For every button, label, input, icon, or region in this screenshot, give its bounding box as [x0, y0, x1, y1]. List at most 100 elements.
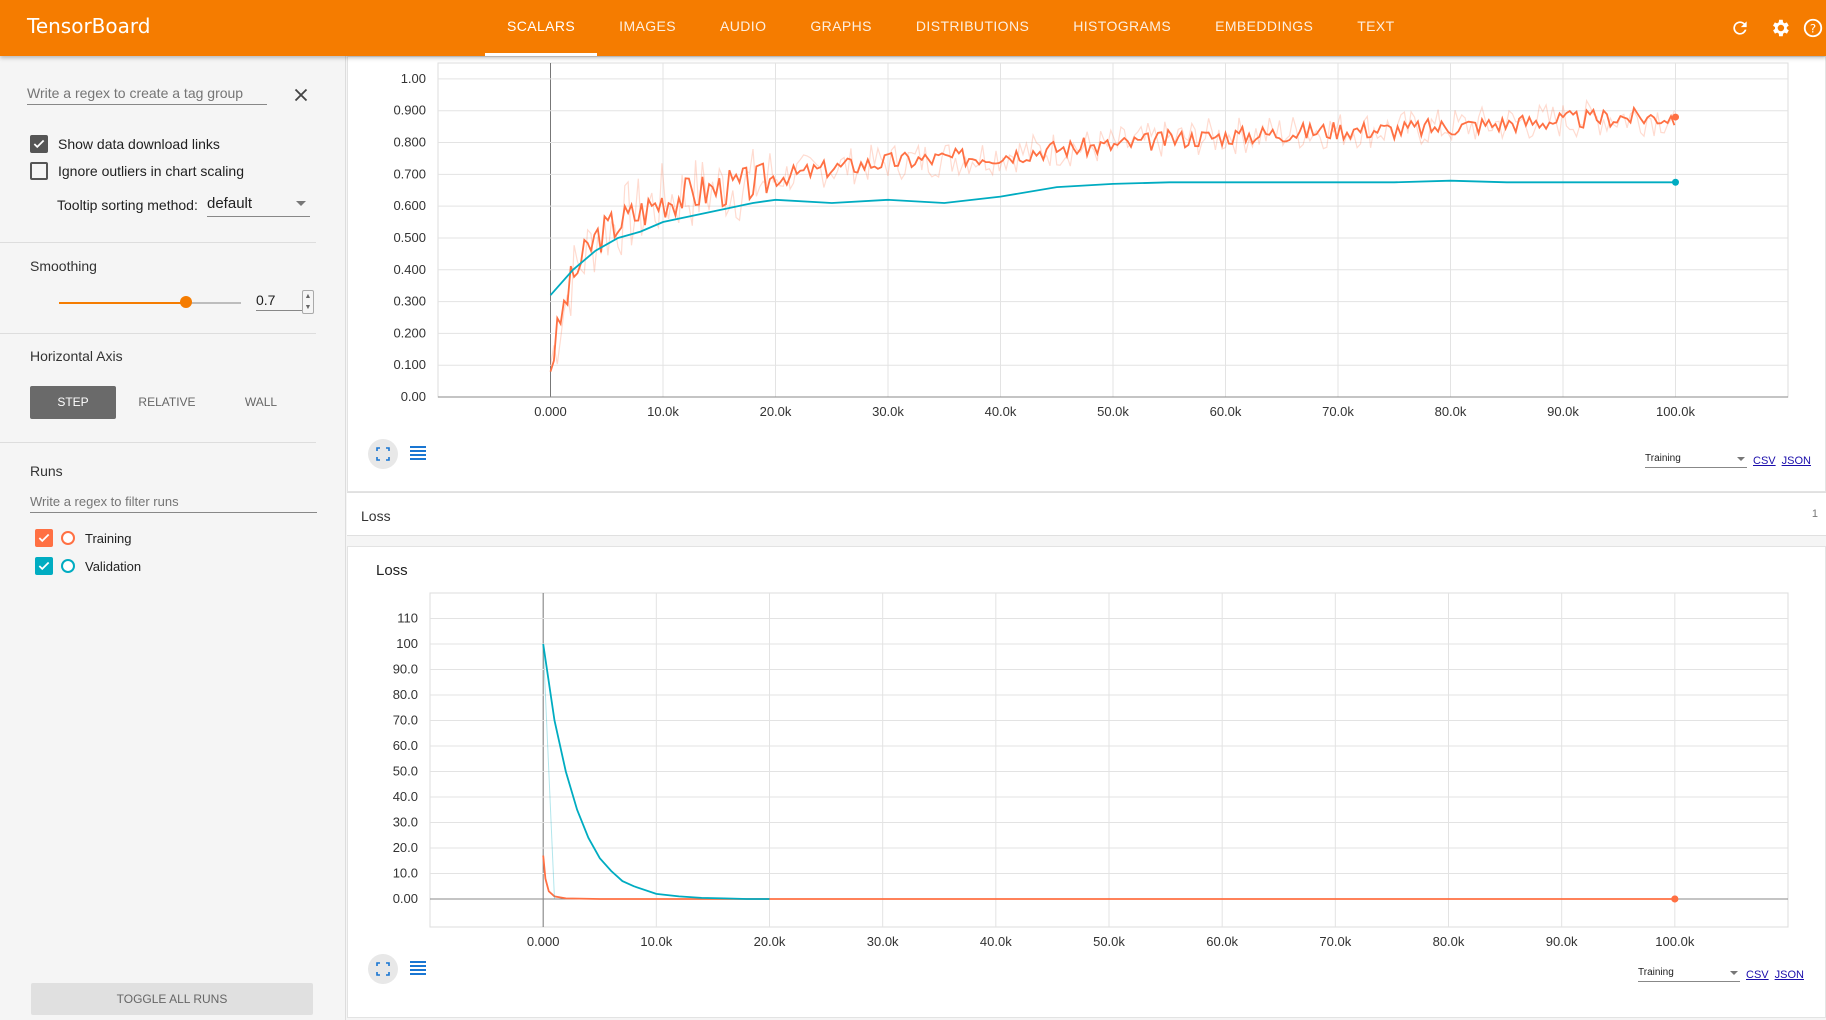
chart-card-loss: Loss 0.000 10.0k 20.0k 30.0k 40.0k 50.0k 60.0k…: [347, 546, 1826, 1018]
divider: [0, 442, 316, 443]
x-tick-label: 90.0k: [1546, 934, 1578, 949]
y-tick-label: 0.800: [393, 135, 426, 150]
x-tick-label: 20.0k: [754, 934, 786, 949]
download-run-select[interactable]: Training: [1645, 453, 1747, 468]
tag-group-regex-input[interactable]: [27, 85, 267, 105]
tab-graphs[interactable]: GRAPHS: [810, 18, 872, 34]
checkbox-checked-icon: [30, 135, 48, 153]
show-download-links-label: Show data download links: [58, 136, 220, 152]
y-tick-label: 40.0: [393, 789, 418, 804]
series-line-training: [549, 105, 1676, 372]
smoothing-slider-fill: [59, 302, 187, 304]
y-tick-label: 0.600: [393, 198, 426, 213]
x-tick-label: 0.000: [534, 404, 567, 419]
smoothing-slider[interactable]: [59, 296, 241, 308]
x-tick-label: 50.0k: [1093, 934, 1125, 949]
tag-group-count: 1: [1811, 508, 1818, 520]
expand-icon[interactable]: [368, 954, 398, 989]
y-tick-label: 0.400: [393, 262, 426, 277]
run-checkbox-validation[interactable]: [35, 557, 53, 575]
ignore-outliers-label: Ignore outliers in chart scaling: [58, 163, 244, 179]
x-tick-label: 60.0k: [1210, 404, 1242, 419]
download-controls: Training CSV JSON: [1645, 453, 1811, 468]
axis-relative-button[interactable]: RELATIVE: [138, 395, 196, 409]
show-download-links-checkbox[interactable]: Show data download links: [30, 135, 220, 153]
x-tick-label: 10.0k: [640, 934, 672, 949]
tab-audio[interactable]: AUDIO: [720, 18, 767, 34]
horizontal-axis-selector: STEP RELATIVE WALL: [30, 386, 304, 419]
x-tick-label: 70.0k: [1319, 934, 1351, 949]
app-title: TensorBoard: [27, 14, 151, 38]
settings-icon[interactable]: [1760, 8, 1800, 48]
y-tick-label: 1.00: [401, 71, 426, 86]
tab-embeddings[interactable]: EMBEDDINGS: [1215, 18, 1314, 34]
y-tick-label: 0.00: [401, 389, 426, 404]
y-tick-label: 90.0: [393, 661, 418, 676]
y-tick-label: 100: [396, 636, 418, 651]
x-tick-label: 80.0k: [1435, 404, 1467, 419]
tab-scalars[interactable]: SCALARS: [485, 0, 598, 56]
run-label-validation: Validation: [85, 558, 142, 574]
close-icon[interactable]: [290, 84, 312, 106]
x-tick-label: 40.0k: [980, 934, 1012, 949]
download-run-select[interactable]: Training: [1638, 967, 1740, 982]
help-icon[interactable]: ?: [1800, 8, 1826, 48]
x-tick-label: 90.0k: [1547, 404, 1579, 419]
main-content: 0.000 10.0k 20.0k 30.0k 40.0k 50.0k 60.0k 70.0k…: [347, 56, 1826, 1020]
toggle-all-runs-button[interactable]: TOGGLE ALL RUNS: [31, 983, 313, 1015]
csv-download-link[interactable]: CSV: [1746, 968, 1769, 981]
runs-title: Runs: [30, 463, 63, 479]
tooltip-sorting-select[interactable]: default: [207, 195, 310, 217]
run-item-validation[interactable]: Validation: [35, 557, 141, 575]
smoothing-title: Smoothing: [30, 258, 97, 274]
runs-filter-input[interactable]: [30, 494, 317, 513]
x-tick-label: 100.0k: [1655, 934, 1695, 949]
run-color-radio-training[interactable]: [61, 531, 75, 545]
dropdown-arrow-icon: [1737, 457, 1745, 461]
accuracy-chart[interactable]: 0.000 10.0k 20.0k 30.0k 40.0k 50.0k 60.0k 70.0k…: [348, 57, 1823, 427]
smoothing-value-input[interactable]: 0.7: [256, 292, 302, 311]
y-tick-label: 0.900: [393, 103, 426, 118]
series-raw-line-training: [549, 98, 1675, 366]
tooltip-sorting-value: default: [207, 195, 253, 212]
run-label-training: Training: [85, 530, 132, 546]
divider: [0, 242, 316, 243]
run-checkbox-training[interactable]: [35, 529, 53, 547]
x-tick-label: 30.0k: [867, 934, 899, 949]
tab-histograms[interactable]: HISTOGRAMS: [1073, 18, 1172, 34]
series-raw-line-validation: [542, 643, 555, 899]
tag-group-title: Loss: [361, 508, 391, 524]
expand-icon[interactable]: [368, 439, 398, 474]
smoothing-spinner[interactable]: ▲ ▼: [302, 290, 314, 314]
ignore-outliers-checkbox[interactable]: Ignore outliers in chart scaling: [30, 162, 244, 180]
axis-wall-button[interactable]: WALL: [244, 395, 278, 409]
data-table-icon[interactable]: [408, 443, 428, 468]
run-color-radio-validation[interactable]: [61, 559, 75, 573]
tab-distributions[interactable]: DISTRIBUTIONS: [915, 18, 1030, 34]
x-tick-label: 0.000: [527, 934, 560, 949]
x-tick-label: 30.0k: [872, 404, 904, 419]
tab-text[interactable]: TEXT: [1357, 18, 1395, 34]
csv-download-link[interactable]: CSV: [1753, 454, 1776, 467]
run-item-training[interactable]: Training: [35, 529, 131, 547]
dropdown-arrow-icon: [296, 201, 306, 206]
series-line-validation: [542, 643, 770, 900]
y-tick-label: 0.700: [393, 166, 426, 181]
json-download-link[interactable]: JSON: [1781, 454, 1811, 467]
download-run-value: Training: [1645, 453, 1681, 464]
x-tick-label: 10.0k: [647, 404, 679, 419]
tab-images[interactable]: IMAGES: [619, 18, 677, 34]
data-table-icon[interactable]: [408, 958, 428, 983]
tab-bar: SCALARS IMAGES AUDIO GRAPHS DISTRIBUTION…: [485, 0, 1417, 56]
tag-group-header-loss[interactable]: Loss 1: [347, 492, 1826, 536]
loss-chart[interactable]: 0.000 10.0k 20.0k 30.0k 40.0k 50.0k 60.0k 70.0k…: [348, 587, 1823, 957]
x-tick-label: 80.0k: [1433, 934, 1465, 949]
y-tick-label: 0.00: [393, 891, 418, 906]
y-tick-label: 10.0: [393, 865, 418, 880]
axis-step-button[interactable]: STEP: [30, 386, 116, 419]
refresh-icon[interactable]: [1720, 8, 1760, 48]
chart-card-accuracy: 0.000 10.0k 20.0k 30.0k 40.0k 50.0k 60.0k 70.0k…: [347, 56, 1826, 492]
smoothing-slider-knob[interactable]: [180, 296, 193, 308]
x-tick-label: 100.0k: [1656, 404, 1696, 419]
json-download-link[interactable]: JSON: [1774, 968, 1804, 981]
